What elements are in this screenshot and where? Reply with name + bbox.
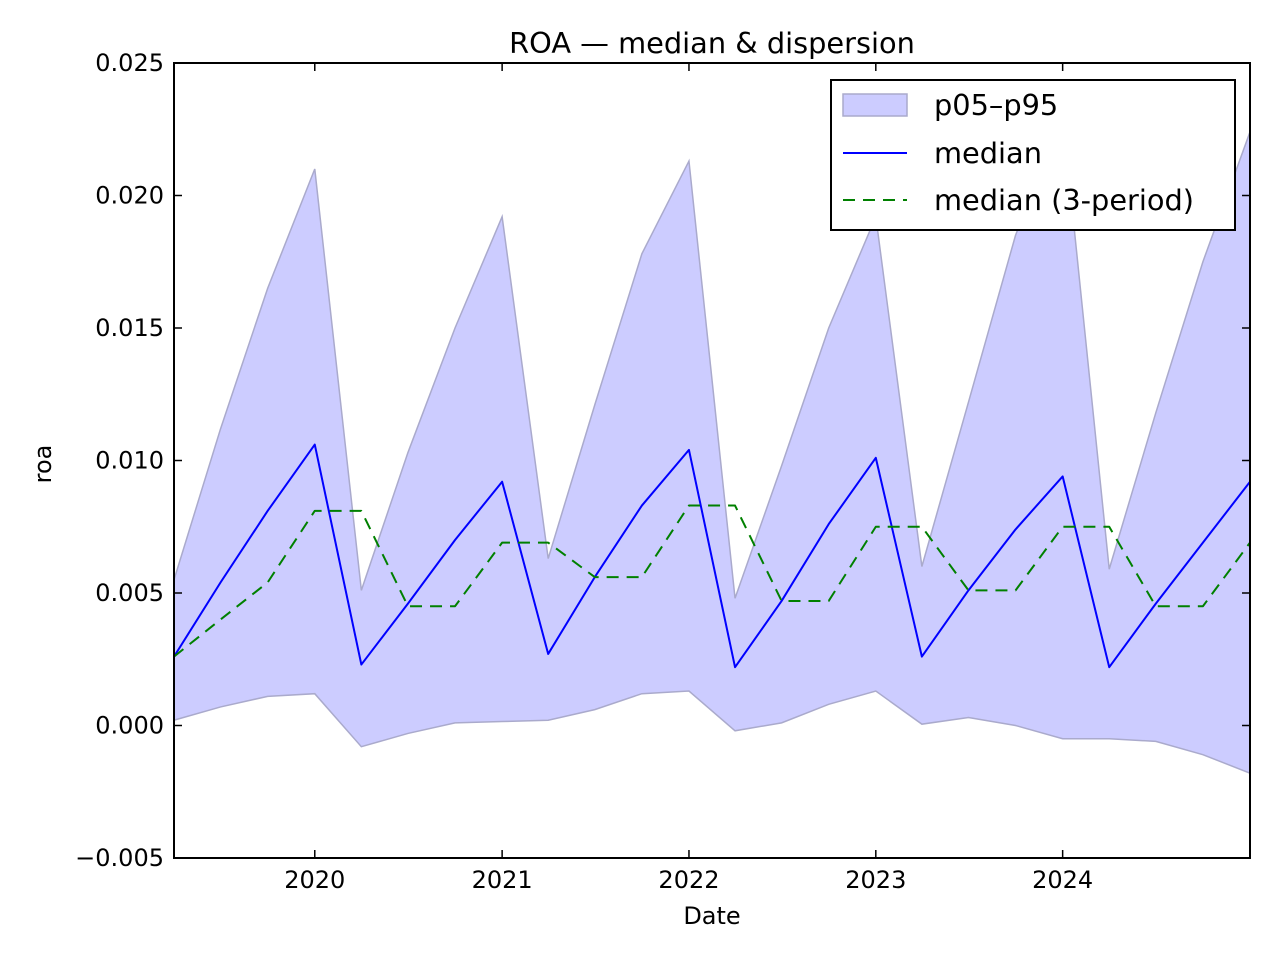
plot-area	[174, 115, 1250, 775]
legend-label-median-3period: median (3-period)	[934, 183, 1194, 217]
series-line-median	[174, 443, 1250, 669]
y-tick-label: 0.025	[95, 49, 164, 77]
x-tick-label: 2020	[284, 866, 345, 894]
legend-label-median: median	[934, 136, 1042, 170]
chart-title: ROA — median & dispersion	[509, 26, 915, 60]
series-line-median-3-period	[174, 504, 1250, 658]
x-tick-label: 2023	[845, 866, 906, 894]
x-tick-label: 2021	[472, 866, 533, 894]
y-tick-label: 0.005	[95, 579, 164, 607]
axes: −0.005 0.000 0.005 0.010 0.015 0.020 0.025 2020…	[75, 49, 1251, 894]
y-axis-label: roa	[29, 445, 57, 484]
x-tick-label: 2022	[658, 866, 719, 894]
y-tick-label: 0.000	[95, 712, 164, 740]
y-tick-label: −0.005	[75, 844, 164, 872]
x-tick-label: 2024	[1032, 866, 1093, 894]
y-tick-label: 0.015	[95, 314, 164, 342]
x-axis-label: Date	[683, 902, 740, 930]
band-p05-p95	[174, 115, 1250, 775]
legend-label-band: p05–p95	[934, 88, 1058, 122]
y-tick-label: 0.020	[95, 182, 164, 210]
legend: p05–p95 median median (3-period)	[830, 79, 1236, 231]
legend-swatch-band	[842, 93, 908, 117]
y-tick-label: 0.010	[95, 447, 164, 475]
